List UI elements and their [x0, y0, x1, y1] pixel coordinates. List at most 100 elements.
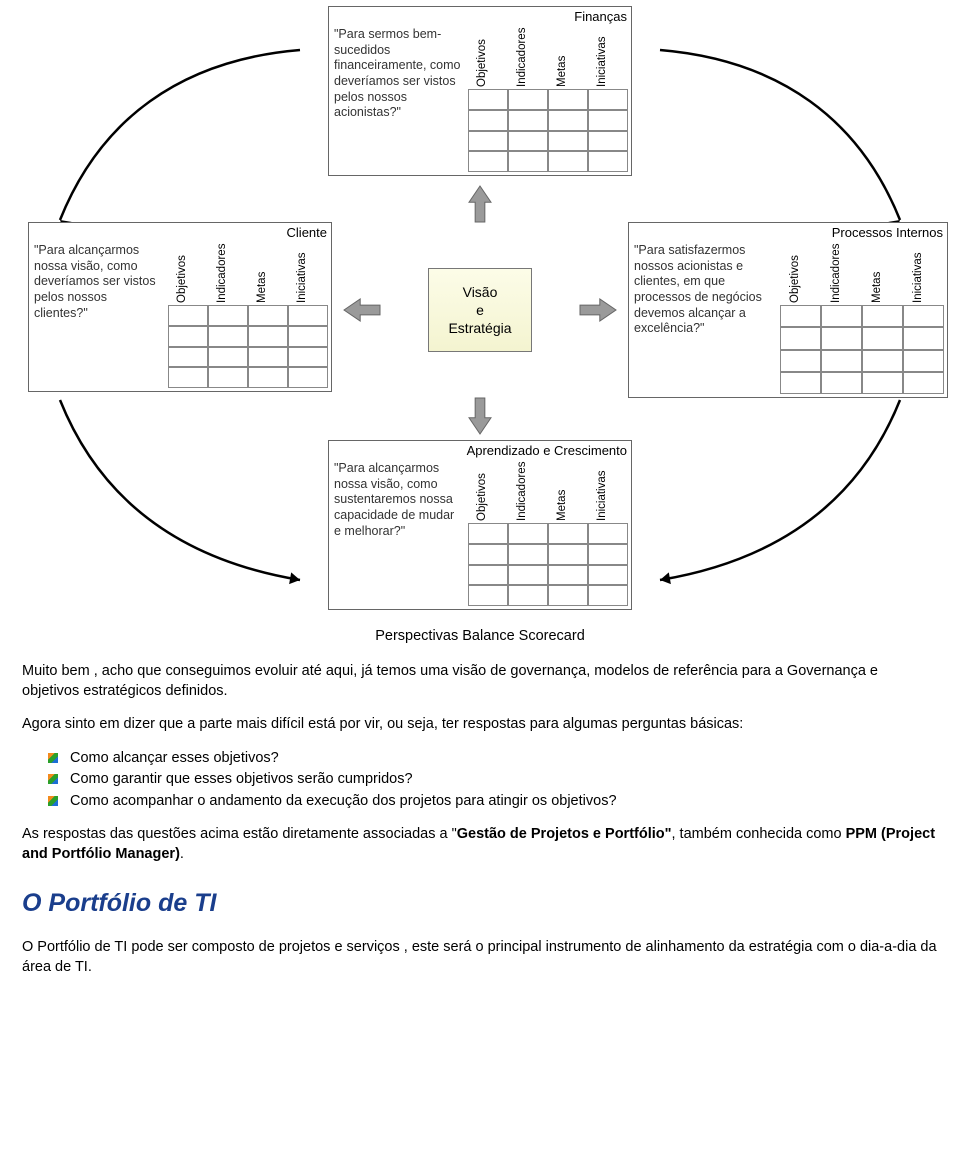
- grid-cell: [548, 565, 588, 586]
- column-header: Indicadores: [508, 459, 548, 523]
- grid-cell: [508, 523, 548, 544]
- grid-cell: [780, 327, 821, 349]
- column-header: Iniciativas: [588, 459, 628, 523]
- grid-cell: [548, 131, 588, 152]
- grid-cell: [508, 565, 548, 586]
- bsc-diagram: Finanças "Para sermos bem-sucedidos finan…: [0, 0, 960, 620]
- grid-cell: [780, 372, 821, 394]
- grid-cell: [862, 305, 903, 327]
- grid-cell: [168, 367, 208, 388]
- column-header: Metas: [548, 25, 588, 89]
- grid-cell: [468, 89, 508, 110]
- column-header: Metas: [548, 459, 588, 523]
- grid-cell: [903, 372, 944, 394]
- grid-cell: [248, 305, 288, 326]
- bullet-item: Como acompanhar o andamento da execução …: [48, 792, 938, 812]
- column-header: Objetivos: [468, 459, 508, 523]
- perspective-aprendizado: Aprendizado e Crescimento"Para alcançarm…: [328, 440, 632, 610]
- grid-cell: [548, 89, 588, 110]
- grid-cell: [821, 305, 862, 327]
- perspective-cliente: Cliente "Para alcançarmos nossa visão, co…: [28, 222, 332, 392]
- column-header: Objetivos: [468, 25, 508, 89]
- column-header: Metas: [862, 241, 903, 305]
- grid-cell: [288, 347, 328, 368]
- column-header: Metas: [248, 241, 288, 305]
- grid-cell: [468, 544, 508, 565]
- diagram-caption: Perspectivas Balance Scorecard: [0, 628, 960, 644]
- grid-cell: [168, 305, 208, 326]
- grid-cell: [208, 305, 248, 326]
- section-heading: O Portfólio de TI: [22, 887, 938, 921]
- grid-cell: [821, 327, 862, 349]
- arrow-down-icon: [469, 398, 491, 434]
- column-header: Objetivos: [780, 241, 821, 305]
- perspective-processos: Processos Internos "Para satisfazermos no…: [628, 222, 948, 398]
- grid-cell: [248, 367, 288, 388]
- grid-cell: [548, 585, 588, 606]
- grid-cell: [208, 347, 248, 368]
- perspective-financas: Finanças "Para sermos bem-sucedidos finan…: [328, 6, 632, 176]
- grid-cell: [548, 110, 588, 131]
- perspective-quote: "Para alcançarmos nossa visão, como sust…: [332, 459, 468, 606]
- grid-cell: [468, 110, 508, 131]
- perspective-quote: "Para alcançarmos nossa visão, como deve…: [32, 241, 168, 388]
- grid-cell: [903, 327, 944, 349]
- grid-cell: [588, 585, 628, 606]
- grid-cell: [208, 326, 248, 347]
- grid-cell: [508, 131, 548, 152]
- arrow-left-icon: [344, 299, 380, 321]
- grid-cell: [508, 151, 548, 172]
- column-header: Indicadores: [821, 241, 862, 305]
- paragraph-1: Muito bem , acho que conseguimos evoluir…: [22, 662, 938, 701]
- center-vision-strategy: VisãoeEstratégia: [428, 268, 532, 352]
- grid-cell: [588, 523, 628, 544]
- column-header: Indicadores: [208, 241, 248, 305]
- grid-cell: [588, 110, 628, 131]
- paragraph-2: Agora sinto em dizer que a parte mais di…: [22, 715, 938, 735]
- grid-cell: [588, 544, 628, 565]
- grid-cell: [821, 372, 862, 394]
- grid-cell: [588, 89, 628, 110]
- perspective-title: Finanças: [574, 9, 627, 24]
- column-header: Indicadores: [508, 25, 548, 89]
- perspective-title: Processos Internos: [832, 225, 943, 240]
- grid-cell: [508, 110, 548, 131]
- grid-cell: [548, 523, 588, 544]
- grid-cell: [862, 372, 903, 394]
- grid-cell: [248, 347, 288, 368]
- column-header: Iniciativas: [903, 241, 944, 305]
- grid-cell: [288, 326, 328, 347]
- grid-cell: [288, 305, 328, 326]
- grid-cell: [780, 305, 821, 327]
- grid-cell: [208, 367, 248, 388]
- body-text: Muito bem , acho que conseguimos evoluir…: [0, 662, 960, 977]
- perspective-quote: "Para sermos bem-sucedidos financeiramen…: [332, 25, 468, 172]
- perspective-title: Cliente: [287, 225, 327, 240]
- grid-cell: [862, 350, 903, 372]
- arrow-right-icon: [580, 299, 616, 321]
- grid-cell: [468, 523, 508, 544]
- perspective-quote: "Para satisfazermos nossos acionistas e …: [632, 241, 780, 394]
- grid-cell: [821, 350, 862, 372]
- column-header: Iniciativas: [588, 25, 628, 89]
- bullet-item: Como alcançar esses objetivos?: [48, 749, 938, 769]
- grid-cell: [548, 151, 588, 172]
- grid-cell: [903, 305, 944, 327]
- column-header: Objetivos: [168, 241, 208, 305]
- grid-cell: [548, 544, 588, 565]
- grid-cell: [780, 350, 821, 372]
- grid-cell: [468, 151, 508, 172]
- grid-cell: [168, 326, 208, 347]
- grid-cell: [508, 89, 548, 110]
- arrow-up-icon: [469, 186, 491, 222]
- grid-cell: [468, 565, 508, 586]
- grid-cell: [248, 326, 288, 347]
- grid-cell: [588, 131, 628, 152]
- bullet-item: Como garantir que esses objetivos serão …: [48, 770, 938, 790]
- perspective-title: Aprendizado e Crescimento: [467, 443, 627, 458]
- column-header: Iniciativas: [288, 241, 328, 305]
- grid-cell: [288, 367, 328, 388]
- grid-cell: [168, 347, 208, 368]
- paragraph-3: As respostas das questões acima estão di…: [22, 825, 938, 864]
- grid-cell: [468, 131, 508, 152]
